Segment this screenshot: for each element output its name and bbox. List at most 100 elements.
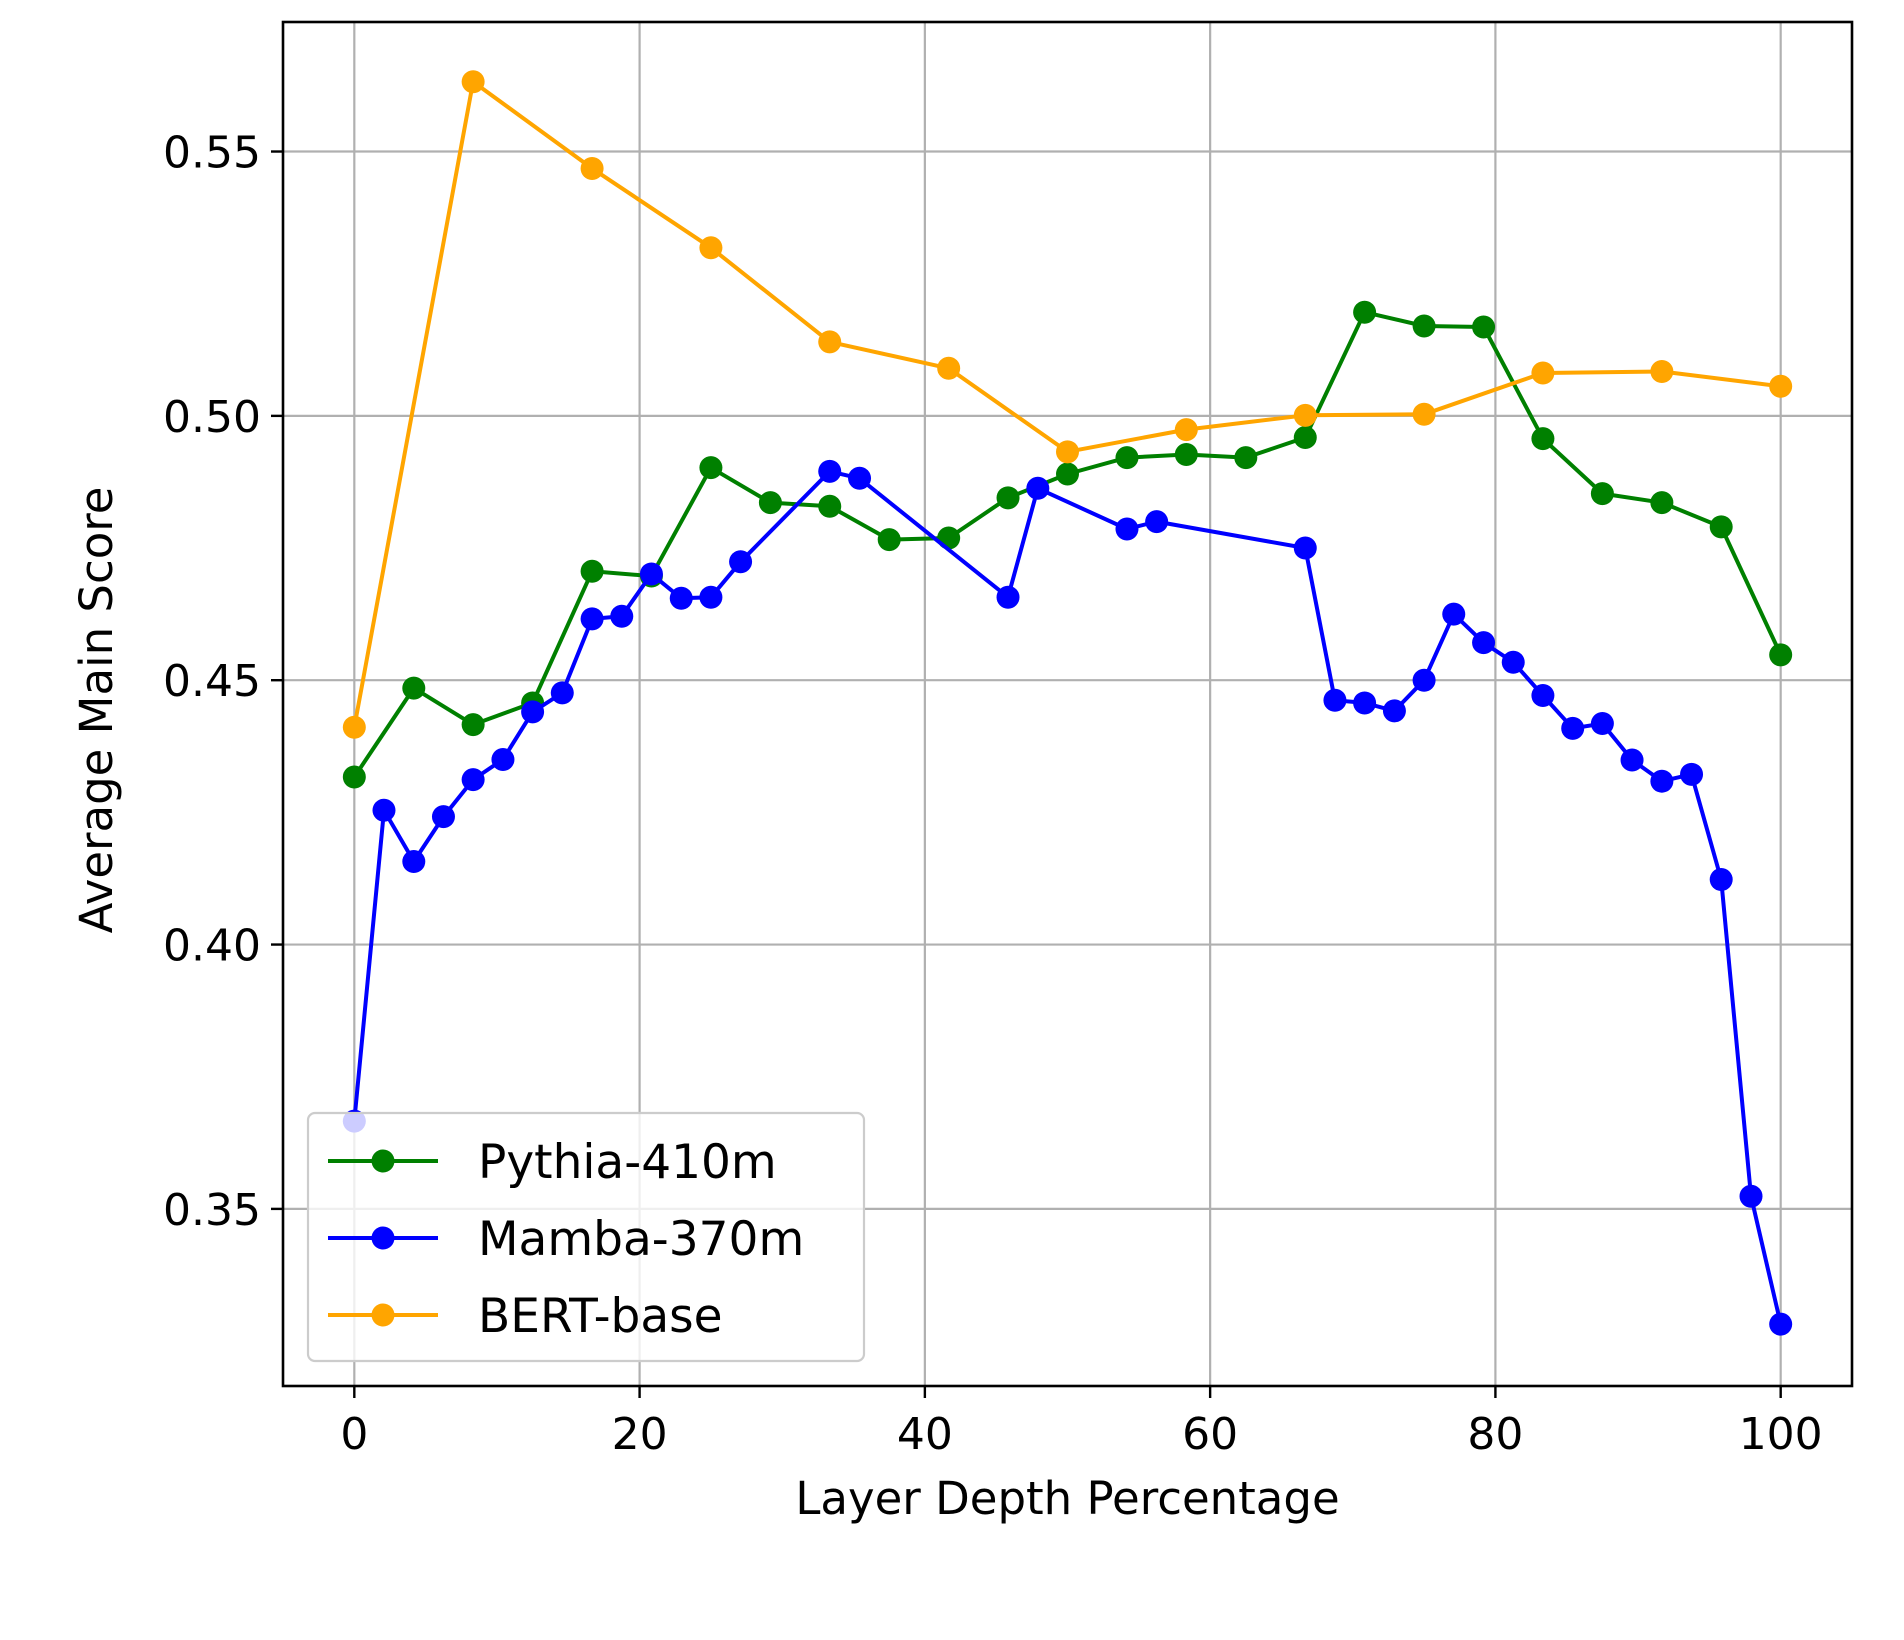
y-axis-label: Average Main Score bbox=[70, 487, 123, 934]
x-tick-label: 20 bbox=[612, 1409, 668, 1460]
data-point-mamba-370m bbox=[1145, 510, 1169, 534]
data-point-mamba-370m bbox=[1769, 1312, 1793, 1336]
data-point-pythia-410m bbox=[818, 494, 842, 518]
data-point-mamba-370m bbox=[848, 466, 872, 490]
data-point-mamba-370m bbox=[1650, 769, 1674, 793]
y-tick-label: 0.45 bbox=[163, 656, 261, 707]
data-point-pythia-410m bbox=[937, 526, 961, 550]
data-point-pythia-410m bbox=[877, 528, 901, 552]
data-point-mamba-370m bbox=[491, 748, 515, 772]
data-point-pythia-410m bbox=[1293, 426, 1317, 450]
data-point-bert-base bbox=[937, 356, 961, 380]
data-point-mamba-370m bbox=[1412, 668, 1436, 692]
data-point-mamba-370m bbox=[1561, 716, 1585, 740]
y-tick-label: 0.55 bbox=[163, 128, 261, 179]
data-point-mamba-370m bbox=[461, 768, 485, 792]
y-tick-label: 0.40 bbox=[163, 921, 261, 972]
data-point-bert-base bbox=[1412, 402, 1436, 426]
data-point-pythia-410m bbox=[402, 676, 426, 700]
data-point-mamba-370m bbox=[431, 805, 455, 829]
legend: Pythia-410m Mamba-370m BERT-base bbox=[306, 1111, 866, 1363]
legend-label: BERT-base bbox=[478, 1289, 723, 1344]
x-tick-label: 100 bbox=[1739, 1409, 1823, 1460]
data-point-mamba-370m bbox=[1115, 517, 1139, 541]
data-point-mamba-370m bbox=[639, 562, 663, 586]
series-bert-base bbox=[342, 70, 1793, 739]
data-point-pythia-410m bbox=[580, 559, 604, 583]
legend-item-pythia-410m: Pythia-410m bbox=[328, 1135, 777, 1190]
data-point-pythia-410m bbox=[1056, 462, 1079, 486]
data-point-mamba-370m bbox=[1293, 536, 1317, 560]
data-point-mamba-370m bbox=[402, 850, 426, 874]
data-point-pythia-410m bbox=[1353, 300, 1377, 324]
data-point-mamba-370m bbox=[1353, 691, 1377, 715]
data-point-mamba-370m bbox=[610, 604, 634, 628]
data-point-pythia-410m bbox=[996, 486, 1020, 510]
legend-item-mamba-370m: Mamba-370m bbox=[328, 1212, 804, 1267]
data-point-pythia-410m bbox=[1174, 442, 1198, 466]
x-axis-label: Layer Depth Percentage bbox=[795, 1472, 1339, 1525]
data-point-pythia-410m bbox=[758, 491, 782, 515]
series-mamba-370m bbox=[342, 459, 1793, 1336]
data-point-mamba-370m bbox=[1680, 762, 1704, 786]
series-lines bbox=[342, 70, 1793, 1336]
legend-item-bert-base: BERT-base bbox=[328, 1289, 723, 1344]
data-point-bert-base bbox=[1174, 418, 1198, 442]
data-point-mamba-370m bbox=[372, 798, 396, 822]
data-point-mamba-370m bbox=[521, 700, 545, 724]
data-point-mamba-370m bbox=[1382, 699, 1406, 723]
data-point-pythia-410m bbox=[699, 456, 723, 480]
x-tick-label: 80 bbox=[1467, 1409, 1523, 1460]
data-point-pythia-410m bbox=[1531, 427, 1555, 451]
y-tick-label: 0.50 bbox=[163, 392, 261, 443]
axis-ticks: 0 20 40 60 80 100 0.35 0.40 0.45 0.50 0.55 bbox=[163, 128, 1823, 1460]
legend-marker bbox=[371, 1226, 395, 1250]
data-point-bert-base bbox=[699, 236, 723, 260]
data-point-mamba-370m bbox=[1501, 650, 1525, 674]
legend-marker bbox=[371, 1149, 395, 1173]
data-point-bert-base bbox=[818, 330, 842, 354]
data-point-bert-base bbox=[342, 715, 366, 739]
data-point-bert-base bbox=[1769, 374, 1793, 398]
data-point-bert-base bbox=[1293, 403, 1317, 427]
data-point-pythia-410m bbox=[1115, 446, 1139, 470]
data-point-mamba-370m bbox=[1026, 476, 1050, 500]
data-point-pythia-410m bbox=[342, 765, 366, 789]
legend-label: Mamba-370m bbox=[478, 1212, 804, 1267]
data-point-mamba-370m bbox=[1590, 712, 1614, 736]
data-point-bert-base bbox=[1650, 359, 1674, 383]
data-point-mamba-370m bbox=[1531, 684, 1555, 708]
data-point-mamba-370m bbox=[669, 586, 693, 610]
data-point-pythia-410m bbox=[461, 713, 485, 737]
data-point-bert-base bbox=[1531, 361, 1555, 385]
plot-frame bbox=[281, 20, 1854, 1388]
legend-marker bbox=[371, 1303, 395, 1327]
legend-box bbox=[306, 1111, 866, 1363]
x-tick-label: 40 bbox=[897, 1409, 953, 1460]
series-pythia-410m bbox=[342, 300, 1793, 789]
data-point-mamba-370m bbox=[818, 459, 842, 483]
data-point-mamba-370m bbox=[729, 550, 753, 574]
data-point-mamba-370m bbox=[1442, 602, 1466, 626]
legend-label: Pythia-410m bbox=[478, 1135, 777, 1190]
data-point-mamba-370m bbox=[699, 585, 723, 609]
x-tick-label: 60 bbox=[1182, 1409, 1238, 1460]
data-point-bert-base bbox=[580, 156, 604, 180]
data-point-mamba-370m bbox=[1472, 631, 1496, 655]
data-point-pythia-410m bbox=[1769, 643, 1793, 667]
data-point-mamba-370m bbox=[1620, 748, 1644, 772]
data-point-bert-base bbox=[461, 70, 485, 94]
x-tick-label: 0 bbox=[340, 1409, 368, 1460]
data-point-mamba-370m bbox=[580, 607, 604, 631]
data-point-mamba-370m bbox=[1739, 1184, 1763, 1208]
data-point-pythia-410m bbox=[1412, 314, 1436, 338]
data-point-mamba-370m bbox=[1709, 868, 1733, 892]
data-point-pythia-410m bbox=[1472, 315, 1496, 339]
data-point-pythia-410m bbox=[1590, 482, 1614, 506]
data-point-pythia-410m bbox=[1234, 446, 1258, 470]
y-tick-label: 0.35 bbox=[163, 1185, 261, 1236]
data-point-pythia-410m bbox=[1709, 515, 1733, 539]
data-point-mamba-370m bbox=[1323, 688, 1347, 712]
